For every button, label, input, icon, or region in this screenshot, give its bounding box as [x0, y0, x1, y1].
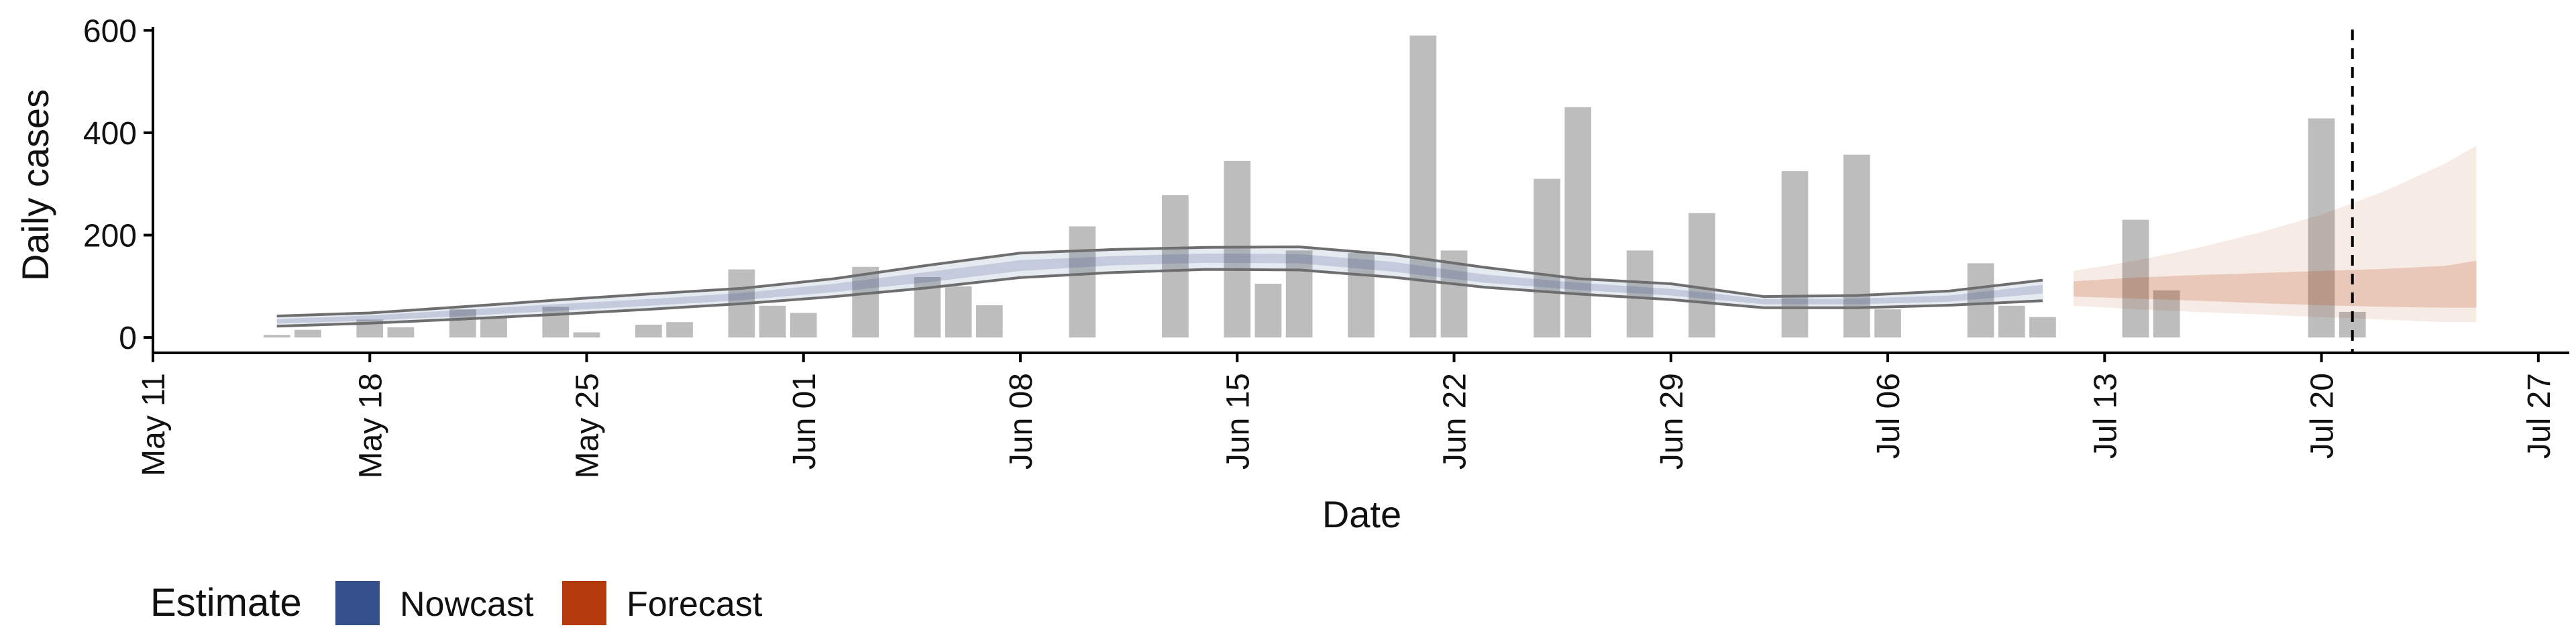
case-bar-2020-05-21	[449, 309, 476, 338]
legend-label-nowcast: Nowcast	[400, 585, 534, 624]
y-tick-label-200: 200	[83, 218, 137, 254]
case-bar-2020-06-19	[1348, 253, 1375, 338]
x-tick-label-2020-05-18: May 18	[353, 373, 388, 478]
y-axis-title: Daily cases	[14, 89, 56, 281]
forecast-band-90	[2074, 146, 2477, 323]
case-bar-2020-07-15	[2153, 290, 2180, 338]
case-bar-2020-06-28	[1626, 250, 1654, 338]
case-bar-2020-07-06	[1874, 309, 1901, 338]
case-bar-2020-06-07	[975, 305, 1003, 338]
case-bar-2020-06-01	[790, 313, 817, 338]
legend-swatch-nowcast	[335, 581, 380, 625]
case-bar-2020-05-15	[263, 335, 290, 338]
case-bar-2020-05-19	[387, 327, 415, 338]
case-bar-2020-07-09	[1967, 263, 1994, 338]
case-bar-2020-07-20	[2308, 118, 2335, 338]
x-tick-label-2020-07-06: Jul 06	[1871, 373, 1907, 459]
case-bar-2020-07-11	[2029, 317, 2056, 338]
x-tick-label-2020-07-20: Jul 20	[2305, 373, 2341, 459]
case-bar-2020-06-21	[1409, 35, 1437, 338]
case-bar-2020-05-25	[573, 332, 600, 338]
x-tick-label-2020-05-11: May 11	[136, 373, 172, 476]
case-bar-2020-06-17	[1285, 250, 1313, 338]
case-bar-2020-07-03	[1781, 171, 1809, 338]
case-bar-2020-05-24	[542, 307, 570, 338]
legend-swatch-forecast	[562, 581, 606, 625]
case-bar-2020-05-16	[294, 329, 321, 338]
x-tick-label-2020-06-29: Jun 29	[1654, 373, 1690, 470]
x-tick-label-2020-07-13: Jul 13	[2088, 373, 2123, 459]
case-bar-2020-07-10	[1998, 305, 2025, 338]
case-bar-2020-05-28	[666, 322, 693, 338]
y-tick-label-0: 0	[119, 321, 137, 356]
x-tick-label-2020-06-01: Jun 01	[787, 373, 822, 470]
legend: Estimate Nowcast Forecast	[150, 581, 763, 625]
x-tick-label-2020-05-25: May 25	[570, 373, 606, 478]
bands-layer	[276, 146, 2477, 328]
case-bar-2020-06-25	[1534, 178, 1560, 338]
case-bar-2020-06-16	[1254, 283, 1282, 338]
y-tick-label-400: 400	[83, 116, 137, 152]
x-tick-label-2020-07-27: Jul 27	[2522, 373, 2557, 459]
case-bar-2020-05-27	[635, 325, 662, 338]
axes-layer: 0 200 400 600 May 11 May 18 May 25 Jun 01 Jun 08…	[83, 13, 2569, 478]
y-tick-label-600: 600	[83, 13, 137, 49]
case-bar-2020-06-06	[945, 286, 972, 338]
case-bar-2020-06-10	[1069, 226, 1096, 338]
x-tick-label-2020-06-08: Jun 08	[1004, 373, 1039, 470]
case-bar-2020-06-03	[852, 266, 879, 338]
nowcast-lower-line	[276, 268, 2043, 328]
nowcast-upper-line	[276, 245, 2043, 318]
case-bar-2020-06-30	[1688, 213, 1715, 338]
x-tick-label-2020-06-22: Jun 22	[1438, 373, 1473, 470]
x-axis-title: Date	[1322, 493, 1401, 535]
legend-label-forecast: Forecast	[627, 585, 763, 624]
x-tick-label-2020-06-15: Jun 15	[1220, 373, 1256, 470]
plot-area: 0 200 400 600 May 11 May 18 May 25 Jun 01 Jun 08…	[83, 13, 2569, 478]
case-bar-2020-07-14	[2122, 219, 2149, 338]
case-bar-2020-07-05	[1843, 154, 1870, 338]
case-bar-2020-06-26	[1564, 107, 1592, 338]
case-bar-2020-05-31	[759, 305, 786, 338]
bars-layer	[263, 35, 2366, 338]
forecast-band-50	[2074, 260, 2477, 308]
case-bar-2020-06-15	[1224, 160, 1251, 338]
legend-title: Estimate	[150, 581, 302, 625]
case-bar-2020-05-22	[480, 317, 507, 338]
case-bar-2020-06-13	[1162, 195, 1189, 338]
